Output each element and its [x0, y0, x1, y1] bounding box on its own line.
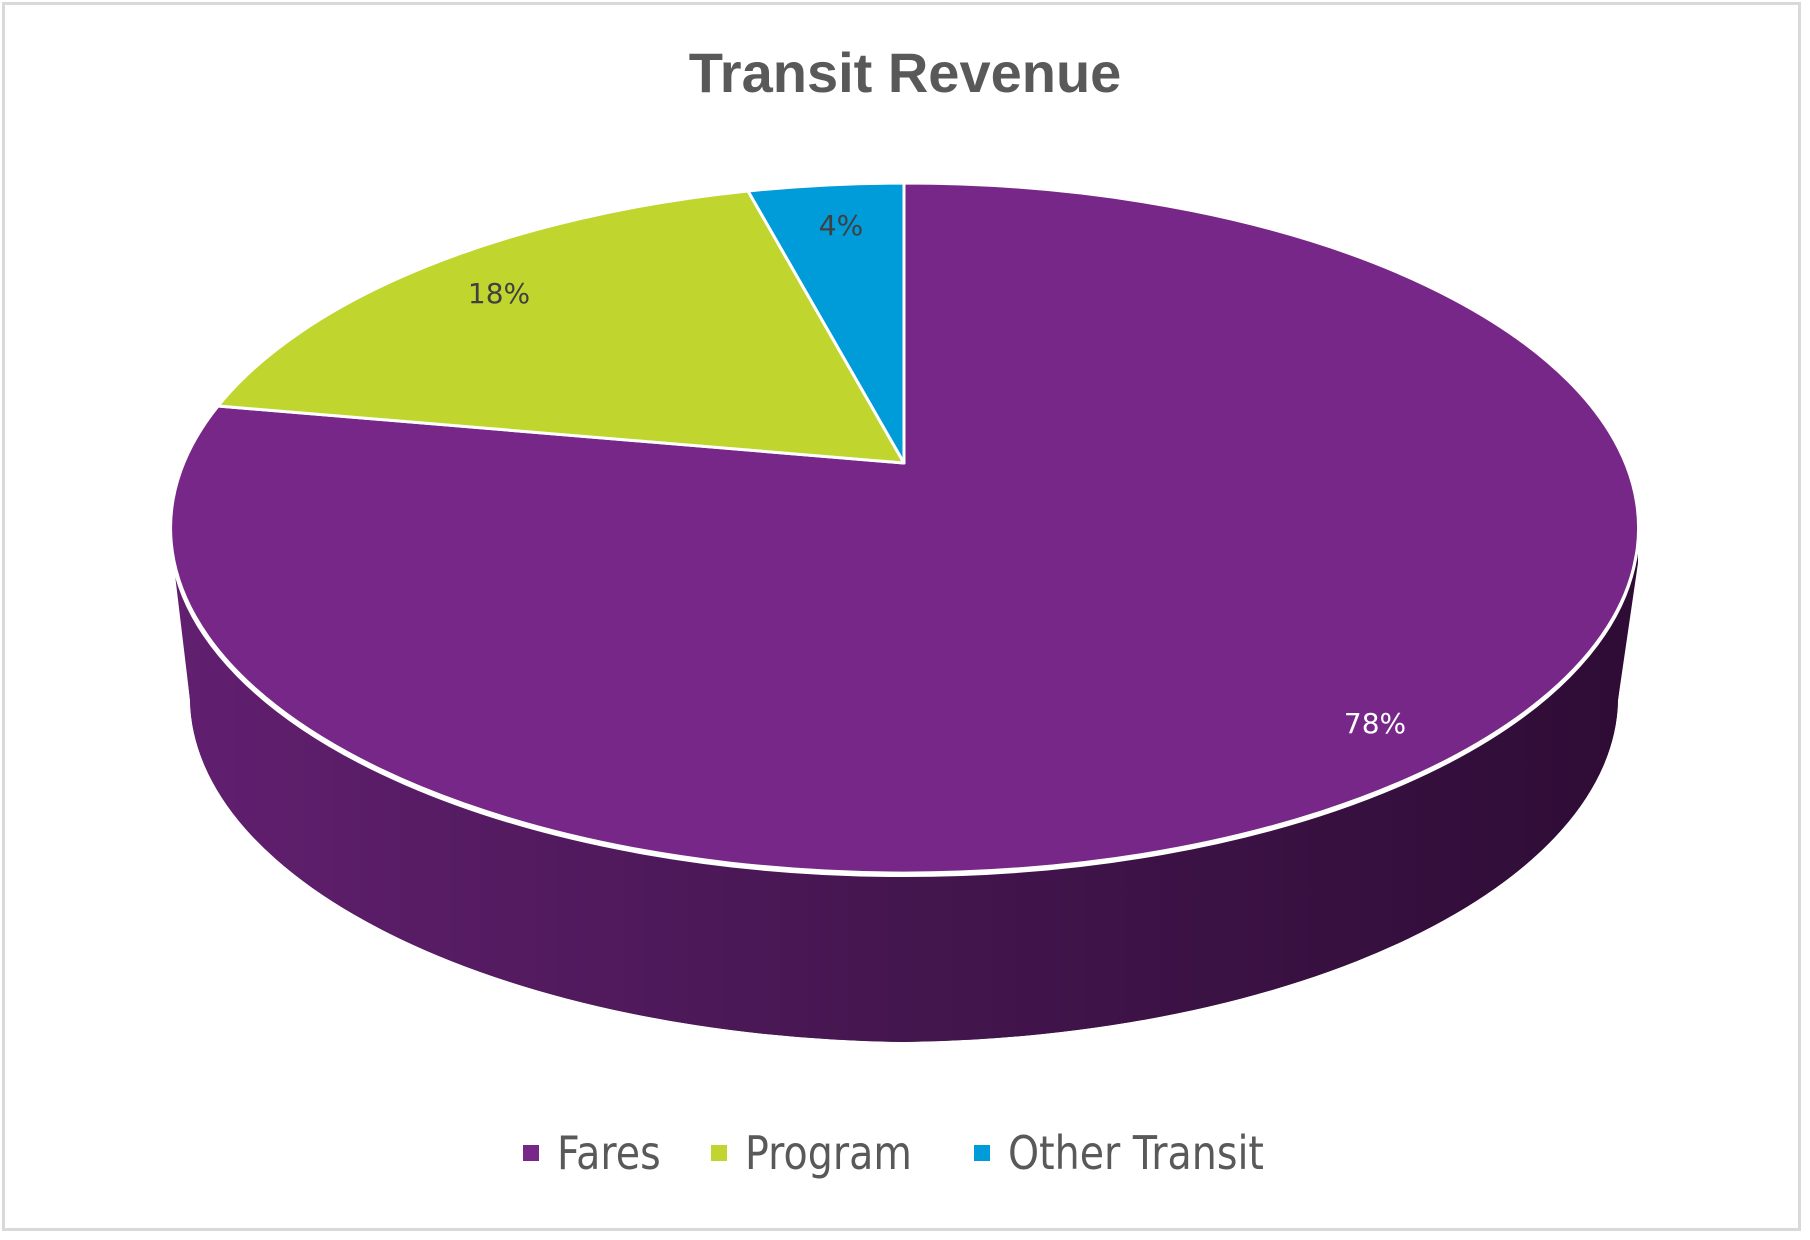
slice-fares[interactable] [169, 181, 1641, 875]
chart-title: Transit Revenue [688, 41, 1122, 104]
label-other-transit: 4% [819, 209, 863, 242]
legend-label-other-transit: Other Transit [1007, 1126, 1264, 1180]
slice-program[interactable] [216, 189, 906, 465]
slice-other-transit[interactable] [746, 181, 906, 465]
legend-label-fares: Fares [556, 1126, 661, 1180]
label-program: 18% [468, 277, 530, 310]
legend-item-other-transit[interactable]: Other Transit [973, 1126, 1288, 1180]
legend-item-program[interactable]: Program [711, 1126, 921, 1180]
legend-swatch-program [711, 1145, 728, 1161]
legend-item-fares[interactable]: Fares [522, 1126, 661, 1180]
legend-swatch-fares [522, 1145, 539, 1161]
legend-label-program: Program [745, 1126, 913, 1180]
chart-legend: Fares Program Other Transit [0, 1126, 1810, 1180]
pie-side-fill [175, 560, 1634, 1042]
legend-swatch-other-transit [973, 1145, 990, 1161]
label-fares: 78% [1344, 707, 1406, 740]
pie-rim-highlight [170, 555, 1638, 878]
